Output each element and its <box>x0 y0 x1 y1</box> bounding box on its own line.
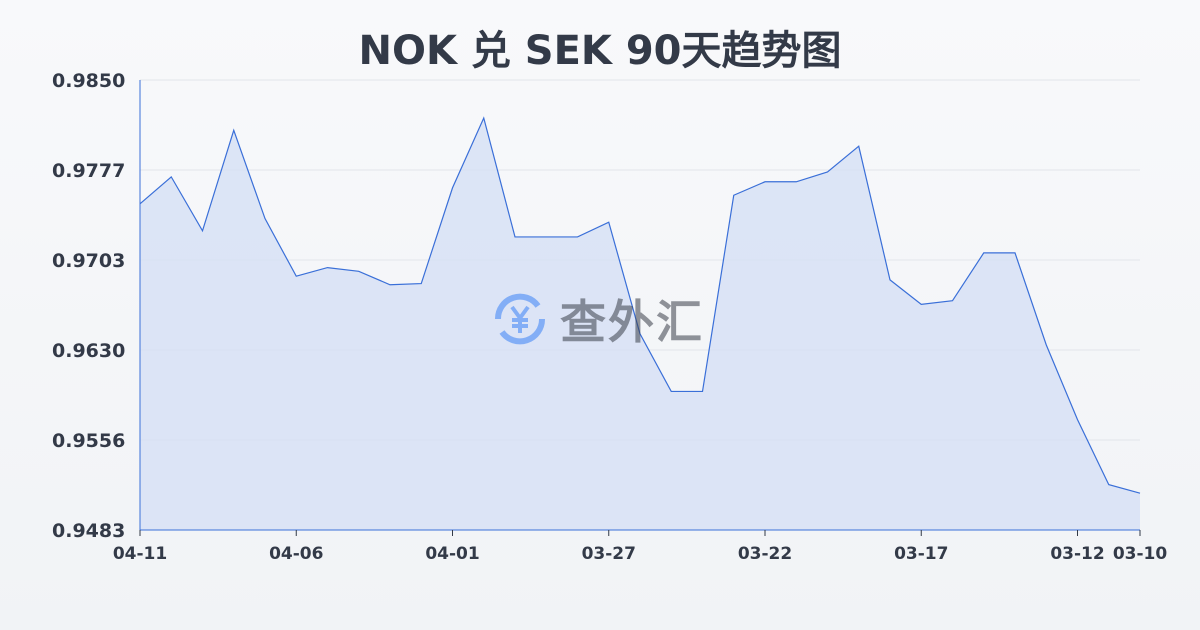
x-tick-label: 03-17 <box>894 544 948 564</box>
x-tick-label: 03-10 <box>1113 544 1168 564</box>
x-tick-label: 03-12 <box>1050 544 1104 564</box>
y-tick-label: 0.9703 <box>52 250 125 272</box>
y-tick-label: 0.9630 <box>52 340 125 362</box>
y-tick-label: 0.9850 <box>52 70 125 92</box>
chart-title: NOK 兑 SEK 90天趋势图 <box>358 28 842 74</box>
x-tick-label: 04-11 <box>113 544 167 564</box>
x-tick-label: 04-01 <box>425 544 479 564</box>
x-tick-label: 03-27 <box>582 544 636 564</box>
x-tick-label: 04-06 <box>269 544 323 564</box>
yen-exchange-icon <box>494 293 546 345</box>
x-tick-label: 03-22 <box>738 544 792 564</box>
area-fill <box>140 118 1140 531</box>
y-tick-label: 0.9777 <box>52 160 125 182</box>
watermark-text: 查外汇 <box>560 295 704 349</box>
y-tick-label: 0.9556 <box>52 430 125 452</box>
y-tick-label: 0.9483 <box>52 520 125 542</box>
watermark: 查外汇 <box>490 286 704 352</box>
